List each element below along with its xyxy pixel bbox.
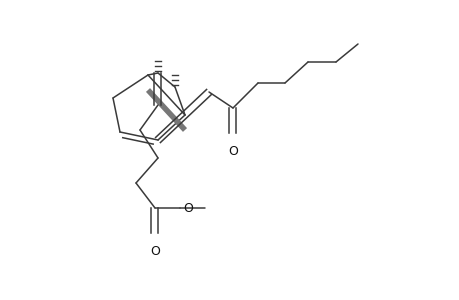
Text: O: O — [150, 245, 160, 258]
Text: O: O — [183, 202, 192, 214]
Text: O: O — [228, 145, 237, 158]
